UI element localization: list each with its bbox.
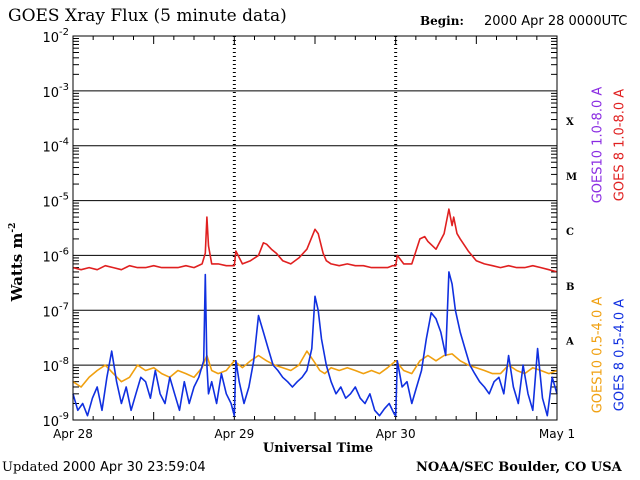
plot-series [72, 208, 558, 417]
updated-value: 2000 Apr 30 23:59:04 [62, 460, 206, 475]
y-axis-label-text: Watts m [8, 233, 26, 303]
y-tick-exponent: -9 [59, 411, 69, 422]
begin-value: 2000 Apr 28 0000UTC [484, 14, 628, 29]
legend-entry: GOES10 1.0-8.0 A [591, 87, 606, 204]
y-tick-mantissa: 10 [42, 415, 59, 430]
legend-entry: GOES 8 0.5-4.0 A [613, 299, 628, 411]
series-line-goes10-0-5-4-0-a [72, 350, 558, 388]
y-tick-exponent: -8 [59, 356, 69, 367]
y-tick-exponent: -4 [59, 137, 69, 148]
x-tick-label: Apr 30 [376, 427, 416, 441]
y-tick-label: 10-7 [42, 301, 69, 320]
svg-text:Watts m-2: Watts m-2 [8, 223, 26, 303]
y-tick-label: 10-4 [42, 137, 69, 156]
legend: GOES10 1.0-8.0 A GOES 8 1.0-8.0 A GOES10 0… [591, 87, 628, 414]
begin-label: Begin: [420, 14, 464, 28]
series-line-goes-8-0-5-4-0-a [72, 271, 558, 417]
legend-entry: GOES10 0.5-4.0 A [591, 297, 606, 414]
y-axis-label-exp: -2 [8, 223, 18, 233]
legend-entry: GOES 8 1.0-8.0 A [613, 89, 628, 201]
y-tick-labels: 10-210-310-410-510-610-710-810-9 [42, 27, 69, 430]
series-line-goes-8-1-0-8-0-a [72, 208, 558, 273]
y-tick-label: 10-6 [42, 246, 69, 265]
x-tick-label: Apr 28 [53, 427, 93, 441]
y-tick-label: 10-2 [42, 27, 69, 46]
plot-border [72, 35, 558, 421]
flare-class-label: M [566, 172, 577, 183]
flare-class-label: B [566, 282, 574, 293]
y-axis-label: Watts m-2 [8, 223, 26, 303]
y-tick-mantissa: 10 [42, 250, 59, 265]
y-tick-label: 10-8 [42, 356, 69, 375]
x-tick-label: May 1 [539, 427, 575, 441]
x-axis-label: Universal Time [263, 441, 373, 456]
source-credit: NOAA/SEC Boulder, CO USA [416, 460, 622, 475]
y-tick-mantissa: 10 [42, 31, 59, 46]
x-tick-labels: Apr 28 Apr 29 Apr 30 May 1 [53, 427, 575, 441]
y-tick-mantissa: 10 [42, 86, 59, 101]
updated-footer: Updated 2000 Apr 30 23:59:04 [2, 460, 206, 475]
y-tick-exponent: -7 [59, 301, 69, 312]
y-tick-exponent: -6 [59, 246, 69, 257]
flare-class-label: X [566, 117, 574, 128]
y-tick-label: 10-5 [42, 192, 69, 211]
y-tick-exponent: -2 [59, 27, 69, 38]
updated-label: Updated [2, 460, 59, 475]
y-tick-mantissa: 10 [42, 141, 59, 156]
y-tick-mantissa: 10 [42, 360, 59, 375]
chart-title: GOES Xray Flux (5 minute data) [8, 6, 287, 26]
flare-class-labels: X M C B A [565, 117, 577, 347]
y-tick-exponent: -5 [59, 192, 69, 203]
y-tick-label: 10-9 [42, 411, 69, 430]
y-tick-mantissa: 10 [42, 305, 59, 320]
y-tick-exponent: -3 [59, 82, 69, 93]
flare-class-label: C [566, 227, 574, 238]
y-tick-mantissa: 10 [42, 196, 59, 211]
x-tick-label: Apr 29 [214, 427, 254, 441]
plot-frame [72, 35, 558, 421]
flare-class-label: A [565, 337, 574, 348]
y-tick-label: 10-3 [42, 82, 69, 101]
